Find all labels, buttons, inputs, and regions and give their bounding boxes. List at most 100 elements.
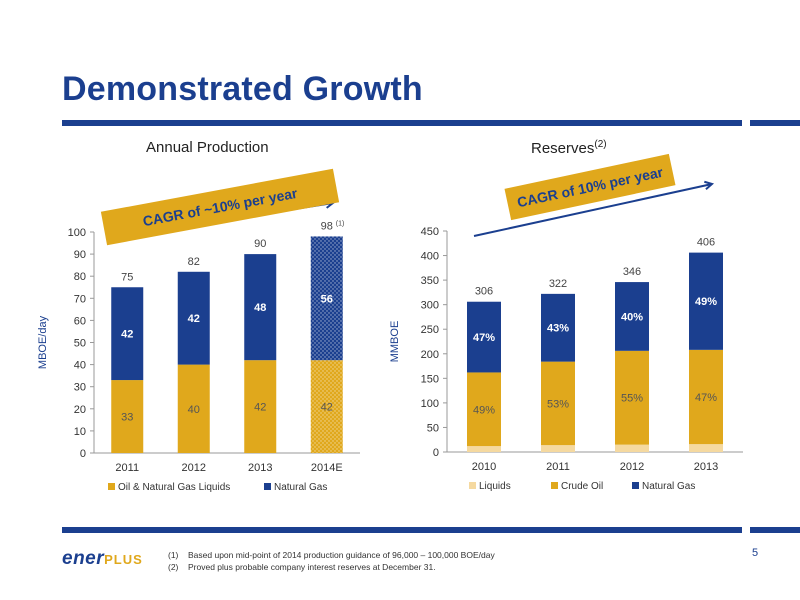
reserves-total-label: 306 [475,286,493,298]
production-legend-swatch [108,483,115,490]
reserves-bar-natural-gas [615,282,649,351]
reserves-data-label: 40% [621,311,643,323]
reserves-y-axis-label: MMBOE [389,321,401,363]
reserves-chart-title: Reserves(2) [531,139,607,157]
reserves-total-label: 346 [623,266,641,278]
reserves-chart: 0 50 100 150 200 250 300 350 400 450 MMBOE 49% 47% 30… [389,153,743,492]
reserves-bar-crude-oil [541,361,575,446]
reserves-y-tick-label: 450 [421,226,439,238]
production-y-tick-label: 10 [74,426,86,438]
production-total-footnote: (1) [336,220,345,227]
reserves-legend-label: Liquids [479,481,511,492]
header-rule [62,120,742,126]
production-bar-oil-natural-gas-liquids [244,360,277,453]
reserves-y-tick-label: 350 [421,275,439,287]
production-y-tick-label: 20 [74,404,86,416]
reserves-y-tick-label: 250 [421,324,439,336]
production-legend-label: Oil & Natural Gas Liquids [118,482,230,493]
footnotes: (1) Based upon mid-point of 2014 producti… [168,549,495,573]
production-x-tick-label: 2012 [182,462,206,474]
reserves-y-tick-label: 0 [433,447,439,459]
reserves-legend-swatch [469,482,476,489]
reserves-x-tick-label: 2010 [472,461,496,473]
production-total-label: 82 [188,256,200,268]
production-total-label: 98 [321,220,333,232]
production-y-tick-label: 30 [74,382,86,394]
production-data-label: 42 [188,313,200,325]
slide-title: Demonstrated Growth [62,70,423,108]
reserves-data-label: 47% [695,392,717,404]
reserves-bar-liquids [467,446,501,452]
production-cagr-callout: CAGR of ~10% per year [100,168,340,246]
production-bar-natural-gas [111,287,144,381]
reserves-legend-label: Crude Oil [561,481,603,492]
production-bar-natural-gas [310,236,343,361]
reserves-bar-crude-oil [615,350,649,445]
reserves-y-tick-label: 100 [421,398,439,410]
reserves-data-label: 55% [621,393,643,405]
reserves-bar-liquids [689,444,723,452]
reserves-y-tick-label: 150 [421,373,439,385]
reserves-x-tick-label: 2012 [620,461,644,473]
page-number: 5 [752,547,759,559]
reserves-trend-arrow [473,183,713,237]
reserves-y-tick-label: 50 [427,422,439,434]
footnote-1: (1) Based upon mid-point of 2014 producti… [168,550,495,560]
production-chart-title: Annual Production [146,139,269,156]
reserves-total-label: 406 [697,237,715,249]
reserves-y-tick-label: 400 [421,251,439,263]
production-x-tick-label: 2014E [311,462,343,474]
production-y-tick-label: 80 [74,271,86,283]
reserves-x-tick-label: 2013 [694,461,718,473]
reserves-data-label: 47% [473,332,495,344]
reserves-data-label: 49% [473,404,495,416]
reserves-y-tick-label: 300 [421,300,439,312]
reserves-cagr-box [504,153,676,221]
enerplus-logo: enerPLUS [62,548,143,569]
production-bar-natural-gas [244,254,277,361]
production-cagr-box [100,168,340,246]
production-x-tick-label: 2013 [248,462,272,474]
production-y-tick-label: 70 [74,293,86,305]
production-data-label: 42 [254,402,266,414]
reserves-bar-natural-gas [541,293,575,362]
production-bar-oil-natural-gas-liquids [177,364,210,453]
production-data-label: 42 [121,329,133,341]
reserves-legend-label: Natural Gas [642,481,695,492]
production-data-label: 33 [121,412,133,424]
reserves-trend-arrowhead [704,180,715,191]
reserves-legend-swatch [551,482,558,489]
header-rule-accent [750,120,800,126]
reserves-bar-natural-gas [689,252,723,350]
reserves-data-label: 53% [547,398,569,410]
reserves-bar-crude-oil [689,349,723,445]
production-data-label: 42 [321,402,333,414]
production-y-tick-label: 90 [74,249,86,261]
footer-rule [62,527,742,533]
production-chart: 0 10 20 30 40 50 60 70 80 90 100 MBOE/day 33 42 75 2011… [37,168,360,493]
reserves-bar-liquids [615,444,649,452]
production-y-tick-label: 40 [74,360,86,372]
production-y-tick-label: 50 [74,338,86,350]
reserves-x-tick-label: 2011 [546,461,570,473]
production-data-label: 56 [321,293,333,305]
production-x-tick-label: 2011 [115,462,139,474]
production-total-label: 90 [254,238,266,250]
production-data-label: 48 [254,302,266,314]
production-legend-label: Natural Gas [274,482,327,493]
reserves-title-footnote: (2) [594,139,607,150]
production-total-label: 75 [121,271,133,283]
production-data-label: 40 [188,404,200,416]
footer-rule-accent [750,527,800,533]
footnote-2: (2) Proved plus probable company interest… [168,562,436,572]
reserves-y-tick-label: 200 [421,349,439,361]
production-y-tick-label: 100 [68,227,86,239]
reserves-bar-crude-oil [467,372,501,447]
reserves-data-label: 43% [547,323,569,335]
production-y-tick-label: 60 [74,315,86,327]
reserves-bar-liquids [541,445,575,452]
production-legend-swatch [264,483,271,490]
production-bar-oil-natural-gas-liquids [111,380,144,453]
production-bar-oil-natural-gas-liquids [310,360,343,453]
